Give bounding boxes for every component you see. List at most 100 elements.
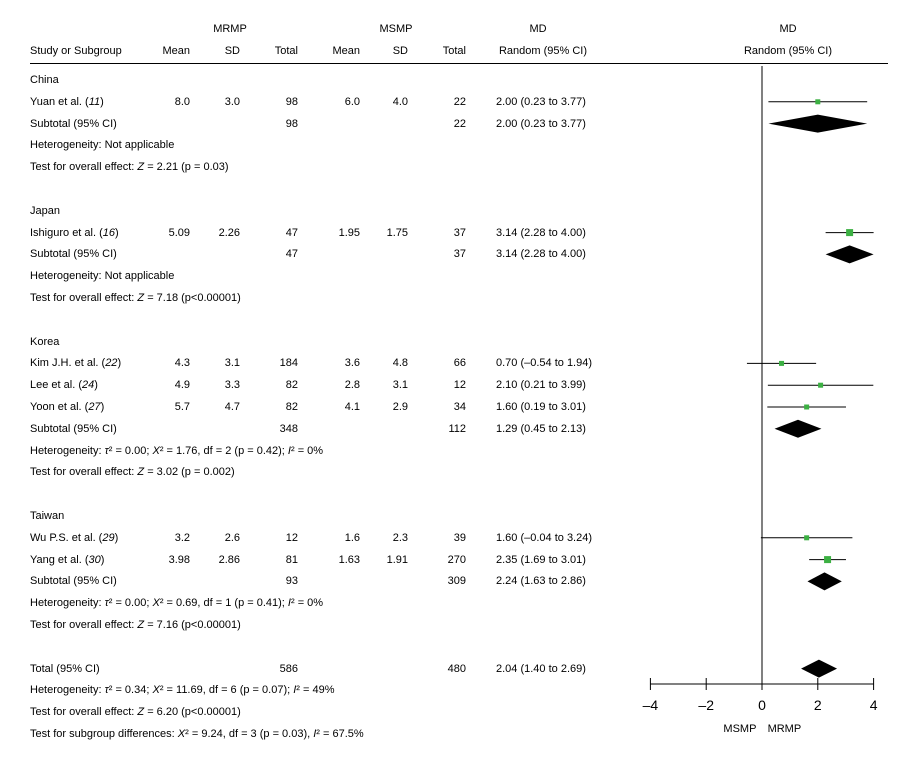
total1-cell: 82 <box>285 401 298 413</box>
pooled-estimate-diamond <box>807 572 842 591</box>
stats-note: Heterogeneity: Not applicable <box>30 138 174 152</box>
subtotal-label: Subtotal (95% CI) <box>30 117 117 131</box>
study-name-text: Total (95% CI) <box>30 662 100 675</box>
stats-note: Test for overall effect: Z = 6.20 (p<0.0… <box>30 705 241 719</box>
study-point-marker <box>815 99 821 105</box>
note-text: ² = 1.76, df = 2 (p = 0.42); <box>159 444 288 457</box>
sd2-cell: 4.0 <box>392 95 408 108</box>
study-name-text: Kim J.H. et al. ( <box>30 357 106 370</box>
sd1-cell: 3.1 <box>224 357 240 370</box>
italic-symbol: Z <box>137 706 145 719</box>
note-text: ² = 0.69, df = 1 (p = 0.41); <box>159 597 288 610</box>
study-point-marker <box>804 535 810 541</box>
sd1-cell: 2.6 <box>224 531 240 544</box>
sd1-header: SD <box>224 45 240 57</box>
total2-cell: 480 <box>447 662 466 675</box>
study-name-text: Yang et al. ( <box>30 553 89 566</box>
total2-cell: 22 <box>453 117 466 130</box>
study-column-header: Study or Subgroup <box>30 45 122 57</box>
total2-cell: 37 <box>453 248 466 261</box>
reference-number: 27 <box>88 401 101 413</box>
italic-symbol: τ <box>104 684 109 697</box>
total1-cell: 98 <box>285 95 298 108</box>
subgroup-label: Taiwan <box>30 510 65 522</box>
study-name-text: Subtotal (95% CI) <box>30 117 117 130</box>
mean2-cell: 2.8 <box>344 379 360 392</box>
note-text: Heterogeneity: Not applicable <box>30 139 175 152</box>
note-text: = 7.18 (p<0.00001) <box>144 292 241 304</box>
pooled-estimate-diamond <box>825 245 874 264</box>
study-name: Yoon et al. (27) <box>30 400 104 414</box>
study-name: Yuan et al. (11) <box>30 95 104 109</box>
italic-symbol: τ <box>104 597 109 610</box>
study-point-marker <box>818 382 824 388</box>
mean1-cell: 5.09 <box>168 226 190 239</box>
total1-cell: 82 <box>285 379 298 392</box>
md-ci-cell: 2.00 (0.23 to 3.77) <box>496 117 586 130</box>
md-ci-cell: 2.00 (0.23 to 3.77) <box>496 95 586 108</box>
note-text: = 2.21 (p = 0.03) <box>144 161 229 174</box>
study-name-text: Yuan et al. ( <box>30 95 89 108</box>
md-text-header: MD <box>529 23 547 35</box>
total2-cell: 39 <box>453 531 466 544</box>
md-ci-cell: 3.14 (2.28 to 4.00) <box>496 226 586 239</box>
mean2-cell: 6.0 <box>344 95 360 108</box>
mean1-cell: 4.3 <box>174 357 190 370</box>
note-text: Heterogeneity: <box>30 684 105 697</box>
study-point-marker <box>824 556 832 564</box>
note-text: = 6.20 (p<0.00001) <box>144 706 241 719</box>
italic-symbol: Z <box>137 466 145 479</box>
subtotal-label: Subtotal (95% CI) <box>30 247 117 261</box>
note-text: ² = 0.34; <box>108 684 153 697</box>
subgroup-label: Japan <box>30 204 60 217</box>
group1-header: MRMP <box>213 23 247 35</box>
note-text: ² = 11.69, df = 6 (p = 0.07); <box>159 684 294 697</box>
total1-cell: 47 <box>285 248 298 261</box>
note-text: = 3.02 (p = 0.002) <box>144 466 235 479</box>
study-name-text: Wu P.S. et al. ( <box>30 531 103 544</box>
reference-number: 11 <box>88 95 101 108</box>
x-tick-label: –4 <box>643 697 659 713</box>
stats-note: Test for overall effect: Z = 3.02 (p = 0… <box>30 465 235 479</box>
subtotal-label: Subtotal (95% CI) <box>30 422 117 436</box>
md-ci-cell: 2.24 (1.63 to 2.86) <box>496 575 586 588</box>
sd2-cell: 1.75 <box>386 226 408 239</box>
stats-note: Test for overall effect: Z = 7.18 (p<0.0… <box>30 291 241 305</box>
x-tick-label: 4 <box>870 697 878 713</box>
reference-number: 30 <box>88 553 101 566</box>
note-text: Test for overall effect: <box>30 292 138 304</box>
study-name-text: Subtotal (95% CI) <box>30 422 117 435</box>
italic-symbol: I <box>313 728 317 740</box>
study-point-marker <box>804 404 810 410</box>
study-name: Yang et al. (30) <box>30 553 104 567</box>
total1-header: Total <box>274 45 298 57</box>
md-plot-header: MD <box>779 23 797 35</box>
total2-cell: 112 <box>448 422 466 435</box>
total1-cell: 184 <box>279 357 298 370</box>
reference-close-paren: ) <box>115 226 119 239</box>
study-name-text: Subtotal (95% CI) <box>30 575 117 588</box>
mean1-cell: 5.7 <box>174 401 190 413</box>
mean2-cell: 1.95 <box>338 226 360 239</box>
note-text: Test for subgroup differences: <box>30 728 178 740</box>
note-text: Test for overall effect: <box>30 466 138 479</box>
mean1-cell: 3.98 <box>168 553 190 566</box>
italic-symbol: X <box>177 728 186 740</box>
reference-close-paren: ) <box>117 357 122 370</box>
reference-close-paren: ) <box>114 531 119 544</box>
note-text: ² = 0% <box>290 597 324 610</box>
reference-close-paren: ) <box>94 379 98 392</box>
italic-symbol: Z <box>137 161 145 174</box>
reference-number: 16 <box>102 226 116 239</box>
subgroup-label: China <box>30 74 59 86</box>
stats-note: Heterogeneity: τ² = 0.00; X² = 0.69, df … <box>30 596 323 610</box>
stats-note: Test for overall effect: Z = 7.16 (p<0.0… <box>30 618 241 632</box>
total1-cell: 586 <box>279 662 298 675</box>
italic-symbol: X <box>152 684 160 697</box>
x-tick-label: 0 <box>758 697 766 713</box>
stats-note: Heterogeneity: Not applicable <box>30 269 174 283</box>
pooled-estimate-diamond <box>768 114 868 133</box>
stats-note: Heterogeneity: τ² = 0.34; X² = 11.69, df… <box>30 683 335 697</box>
sd2-cell: 3.1 <box>392 379 408 392</box>
study-name-text: Ishiguro et al. ( <box>30 226 103 239</box>
